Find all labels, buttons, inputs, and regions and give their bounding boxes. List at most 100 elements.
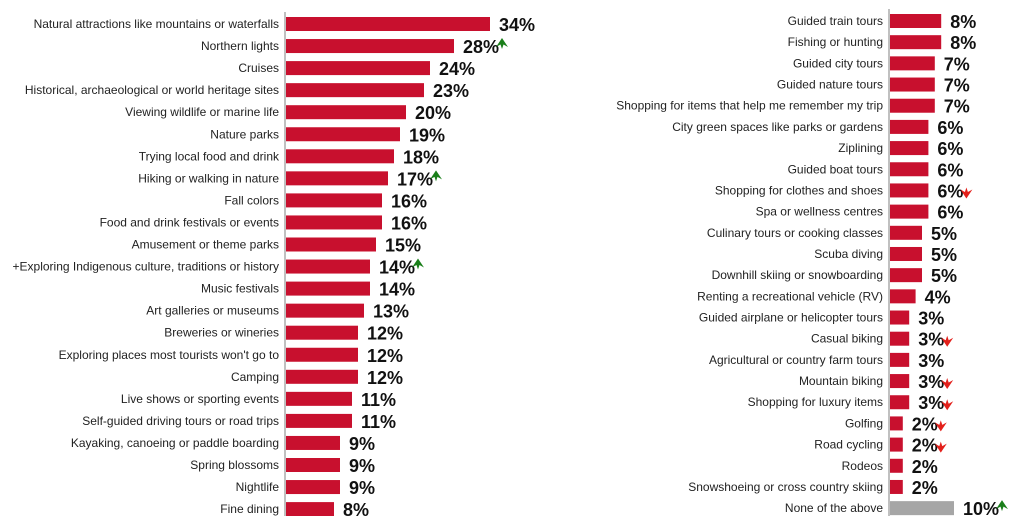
left-bar <box>286 303 364 318</box>
left-value-label: 9% <box>349 456 375 476</box>
left-bar <box>286 435 340 450</box>
left-bar <box>286 369 358 384</box>
left-value-label: 9% <box>349 434 375 454</box>
right-bar <box>890 310 910 325</box>
right-value-label: 7% <box>944 54 970 74</box>
right-category-label: Golfing <box>845 416 883 430</box>
left-category-label: Music festivals <box>201 282 279 296</box>
left-category-label: Trying local food and drink <box>139 149 280 163</box>
right-value-label: 6% <box>937 160 963 180</box>
right-bar <box>890 374 910 389</box>
left-category-label: Northern lights <box>201 39 279 53</box>
left-bar <box>286 325 358 340</box>
right-value-label: 5% <box>931 266 957 286</box>
right-value-label: 3% <box>918 372 944 392</box>
left-value-label: 16% <box>391 191 427 211</box>
trend-down-icon <box>934 420 947 432</box>
right-value-label: 6% <box>937 181 963 201</box>
right-value-label: 2% <box>912 457 938 477</box>
right-category-label: Shopping for clothes and shoes <box>715 183 883 197</box>
trend-up-icon <box>996 500 1008 512</box>
left-bar <box>286 480 340 495</box>
trend-up-icon <box>430 170 442 182</box>
left-bar <box>286 149 394 164</box>
right-category-label: Guided boat tours <box>788 162 883 176</box>
left-value-label: 12% <box>367 346 403 366</box>
left-category-label: Historical, archaeological or world heri… <box>25 83 279 97</box>
left-value-label: 18% <box>403 147 439 167</box>
left-bar <box>286 237 376 252</box>
left-bar <box>286 171 388 186</box>
left-category-label: Cruises <box>238 61 279 75</box>
left-value-label: 20% <box>415 103 451 123</box>
right-category-label: Guided nature tours <box>777 78 883 92</box>
right-value-label: 3% <box>918 330 944 350</box>
left-category-label: Kayaking, canoeing or paddle boarding <box>71 436 279 450</box>
right-bar <box>890 416 903 431</box>
right-bar <box>890 56 935 71</box>
right-category-label: Guided city tours <box>793 56 883 70</box>
left-category-label: Art galleries or museums <box>146 304 279 318</box>
left-value-label: 23% <box>433 81 469 101</box>
left-value-label: 12% <box>367 324 403 344</box>
left-category-label: Viewing wildlife or marine life <box>125 105 279 119</box>
left-value-label: 34% <box>499 15 535 35</box>
right-category-label: Rodeos <box>842 459 883 473</box>
trend-down-icon <box>960 187 973 199</box>
right-category-label: Mountain biking <box>799 374 883 388</box>
right-bar <box>890 225 922 240</box>
right-bar <box>890 204 929 219</box>
right-value-label: 6% <box>937 118 963 138</box>
right-value-label: 10% <box>963 499 999 516</box>
right-value-label: 7% <box>944 76 970 96</box>
left-bar <box>286 391 352 406</box>
right-category-label: Spa or wellness centres <box>756 205 883 219</box>
right-category-label: Guided airplane or helicopter tours <box>699 311 883 325</box>
right-value-label: 3% <box>918 351 944 371</box>
right-bar <box>890 77 935 92</box>
left-category-label: Food and drink festivals or events <box>100 215 279 229</box>
left-value-label: 15% <box>385 236 421 256</box>
right-bar <box>890 162 929 177</box>
trend-down-icon <box>941 399 954 411</box>
right-bar <box>890 268 922 283</box>
left-category-label: Fine dining <box>220 502 279 516</box>
left-bar <box>286 193 382 208</box>
left-value-label: 11% <box>361 412 396 432</box>
right-category-label: Scuba diving <box>814 247 883 261</box>
right-category-label: Guided train tours <box>788 14 883 28</box>
left-category-label: Breweries or wineries <box>164 326 279 340</box>
right-value-label: 7% <box>944 97 970 117</box>
left-bar <box>286 61 430 76</box>
left-category-label: Nature parks <box>210 127 279 141</box>
right-category-label: Shopping for items that help me remember… <box>616 99 883 113</box>
left-category-label: Nightlife <box>236 480 280 494</box>
left-category-label: Self-guided driving tours or road trips <box>82 414 279 428</box>
left-bar <box>286 502 334 516</box>
right-bar <box>890 501 954 516</box>
left-value-label: 14% <box>379 258 415 278</box>
right-bar <box>890 437 903 452</box>
right-bar <box>890 141 929 156</box>
right-value-label: 6% <box>937 139 963 159</box>
right-category-label: Shopping for luxury items <box>748 395 883 409</box>
right-bar <box>890 395 910 410</box>
left-bar <box>286 127 400 142</box>
left-value-label: 8% <box>343 500 369 516</box>
left-value-label: 28% <box>463 37 499 57</box>
right-category-label: Snowshoeing or cross country skiing <box>688 480 883 494</box>
left-bar-panel: Natural attractions like mountains or wa… <box>13 12 535 516</box>
right-value-label: 3% <box>918 309 944 329</box>
right-category-label: City green spaces like parks or gardens <box>672 120 883 134</box>
right-bar <box>890 35 942 50</box>
right-category-label: Agricultural or country farm tours <box>709 353 883 367</box>
right-value-label: 8% <box>950 12 976 32</box>
left-category-label: Spring blossoms <box>190 458 279 472</box>
right-bar-panel: Guided train tours 8% Fishing or hunting 8%… <box>616 9 1008 516</box>
right-category-label: Road cycling <box>814 438 883 452</box>
right-value-label: 3% <box>918 393 944 413</box>
trend-down-icon <box>941 378 954 390</box>
trend-down-icon <box>941 335 954 347</box>
right-bar <box>890 183 929 198</box>
trend-down-icon <box>934 441 947 453</box>
